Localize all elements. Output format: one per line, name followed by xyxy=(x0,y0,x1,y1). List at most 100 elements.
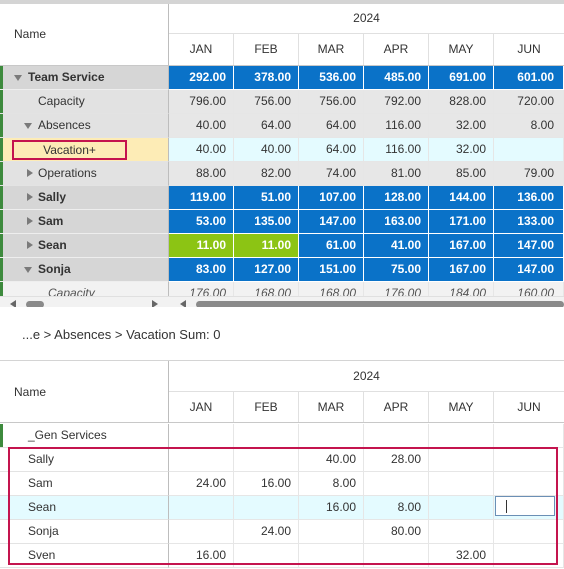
row-name-cell[interactable]: Vacation+ xyxy=(0,138,169,162)
month-header-jan[interactable]: JAN xyxy=(169,34,234,65)
value-cell[interactable]: 378.00 xyxy=(234,66,299,90)
value-cell[interactable]: 601.00 xyxy=(494,66,564,90)
value-cell[interactable]: 32.00 xyxy=(429,544,494,568)
collapse-arrow-icon[interactable] xyxy=(24,267,32,273)
row-name-cell[interactable]: Sven xyxy=(0,544,169,568)
row-name-cell[interactable]: Absences xyxy=(0,114,169,138)
value-cell[interactable]: 536.00 xyxy=(299,66,364,90)
value-cell[interactable]: 16.00 xyxy=(299,496,364,520)
row-name-cell[interactable]: _Gen Services xyxy=(0,424,169,448)
value-cell[interactable]: 32.00 xyxy=(429,138,494,162)
value-cell[interactable] xyxy=(169,448,234,472)
value-cell[interactable]: 756.00 xyxy=(234,90,299,114)
value-cell[interactable]: 116.00 xyxy=(364,138,429,162)
row-capacity[interactable]: Capacity 796.00 756.00 756.00 792.00 828… xyxy=(0,90,564,114)
value-cell[interactable]: 40.00 xyxy=(169,114,234,138)
row-name-cell[interactable]: Sean xyxy=(0,496,169,520)
row-sam[interactable]: Sam 24.00 16.00 8.00 xyxy=(0,472,564,496)
row-sam[interactable]: Sam 53.00 135.00 147.00 163.00 171.00 13… xyxy=(0,210,564,234)
value-cell[interactable]: 135.00 xyxy=(234,210,299,234)
value-cell[interactable]: 147.00 xyxy=(494,234,564,258)
value-cell[interactable]: 147.00 xyxy=(299,210,364,234)
row-team-service[interactable]: Team Service 292.00 378.00 536.00 485.00… xyxy=(0,66,564,90)
value-cell[interactable]: 64.00 xyxy=(299,138,364,162)
value-cell[interactable]: 167.00 xyxy=(429,258,494,282)
value-cell[interactable]: 8.00 xyxy=(299,472,364,496)
month-header-jun[interactable]: JUN xyxy=(517,400,541,414)
value-cell[interactable]: 41.00 xyxy=(364,234,429,258)
value-cell[interactable]: 81.00 xyxy=(364,162,429,186)
value-cell[interactable] xyxy=(494,472,564,496)
row-name-cell[interactable]: Sam xyxy=(0,472,169,496)
name-column-header[interactable]: Name xyxy=(0,4,169,66)
value-cell[interactable]: 51.00 xyxy=(234,186,299,210)
value-cell[interactable] xyxy=(364,424,429,448)
value-cell[interactable]: 8.00 xyxy=(364,496,429,520)
row-name-cell[interactable]: Capacity xyxy=(0,90,169,114)
value-cell[interactable]: 116.00 xyxy=(364,114,429,138)
value-cell[interactable] xyxy=(169,496,234,520)
expand-arrow-icon[interactable] xyxy=(27,217,33,225)
value-cell[interactable]: 691.00 xyxy=(429,66,494,90)
month-header-jun[interactable]: JUN xyxy=(517,42,541,56)
value-cell[interactable]: 147.00 xyxy=(494,258,564,282)
row-name-cell[interactable]: Sonja xyxy=(0,520,169,544)
value-cell[interactable]: 163.00 xyxy=(364,210,429,234)
month-header-mar[interactable]: MAR xyxy=(299,34,364,65)
row-name-cell[interactable]: Team Service xyxy=(0,66,169,90)
row-name-cell[interactable]: Sonja xyxy=(0,258,169,282)
value-cell[interactable]: 136.00 xyxy=(494,186,564,210)
value-cell[interactable]: 40.00 xyxy=(299,448,364,472)
scroll-left-arrow-icon[interactable] xyxy=(10,300,16,307)
value-cell-over[interactable]: 11.00 xyxy=(169,234,234,258)
value-cell[interactable]: 151.00 xyxy=(299,258,364,282)
value-cell[interactable]: 828.00 xyxy=(429,90,494,114)
row-operations[interactable]: Operations 88.00 82.00 74.00 81.00 85.00… xyxy=(0,162,564,186)
expand-arrow-icon[interactable] xyxy=(27,169,33,177)
value-cell[interactable] xyxy=(364,544,429,568)
row-sally[interactable]: Sally 119.00 51.00 107.00 128.00 144.00 … xyxy=(0,186,564,210)
row-gen-services[interactable]: _Gen Services xyxy=(0,424,564,448)
row-name-cell[interactable]: Sally xyxy=(0,448,169,472)
value-cell[interactable]: 83.00 xyxy=(169,258,234,282)
month-header-may[interactable]: MAY xyxy=(429,392,494,422)
value-cell[interactable] xyxy=(494,544,564,568)
value-cell[interactable] xyxy=(429,424,494,448)
value-cell[interactable]: 144.00 xyxy=(429,186,494,210)
scroll-right-arrow-icon[interactable] xyxy=(152,300,158,307)
month-header-apr[interactable]: APR xyxy=(364,34,429,65)
value-cell[interactable]: 32.00 xyxy=(429,114,494,138)
active-edit-cell[interactable] xyxy=(495,496,555,516)
scroll-left-arrow-icon[interactable] xyxy=(180,300,186,307)
row-name-cell[interactable]: Operations xyxy=(0,162,169,186)
row-vacation[interactable]: Vacation+ 40.00 40.00 64.00 116.00 32.00 xyxy=(0,138,564,162)
scrollbar-thumb[interactable] xyxy=(196,301,564,307)
value-cell[interactable]: 128.00 xyxy=(364,186,429,210)
value-cell[interactable]: 64.00 xyxy=(299,114,364,138)
month-header-feb[interactable]: FEB xyxy=(234,392,299,422)
value-cell[interactable]: 28.00 xyxy=(364,448,429,472)
row-absences[interactable]: Absences 40.00 64.00 64.00 116.00 32.00 … xyxy=(0,114,564,138)
month-header-jan[interactable]: JAN xyxy=(169,392,234,422)
row-sally[interactable]: Sally 40.00 28.00 xyxy=(0,448,564,472)
month-header-may[interactable]: MAY xyxy=(429,34,494,65)
value-cell[interactable]: 8.00 xyxy=(494,114,564,138)
value-cell[interactable]: 24.00 xyxy=(169,472,234,496)
scrollbar-thumb[interactable] xyxy=(26,301,44,307)
value-cell[interactable]: 40.00 xyxy=(169,138,234,162)
month-header-mar[interactable]: MAR xyxy=(299,392,364,422)
row-sonja[interactable]: Sonja 83.00 127.00 151.00 75.00 167.00 1… xyxy=(0,258,564,282)
value-cell[interactable]: 75.00 xyxy=(364,258,429,282)
value-cell[interactable]: 24.00 xyxy=(234,520,299,544)
row-sonja[interactable]: Sonja 24.00 80.00 xyxy=(0,520,564,544)
value-cell[interactable]: 85.00 xyxy=(429,162,494,186)
value-cell[interactable] xyxy=(364,472,429,496)
value-cell[interactable] xyxy=(494,138,564,162)
row-name-cell[interactable]: Sean xyxy=(0,234,169,258)
value-cell[interactable] xyxy=(169,520,234,544)
value-cell[interactable]: 64.00 xyxy=(234,114,299,138)
row-name-cell[interactable]: Sally xyxy=(0,186,169,210)
value-cell[interactable]: 796.00 xyxy=(169,90,234,114)
value-cell[interactable]: 16.00 xyxy=(169,544,234,568)
value-cell[interactable]: 88.00 xyxy=(169,162,234,186)
